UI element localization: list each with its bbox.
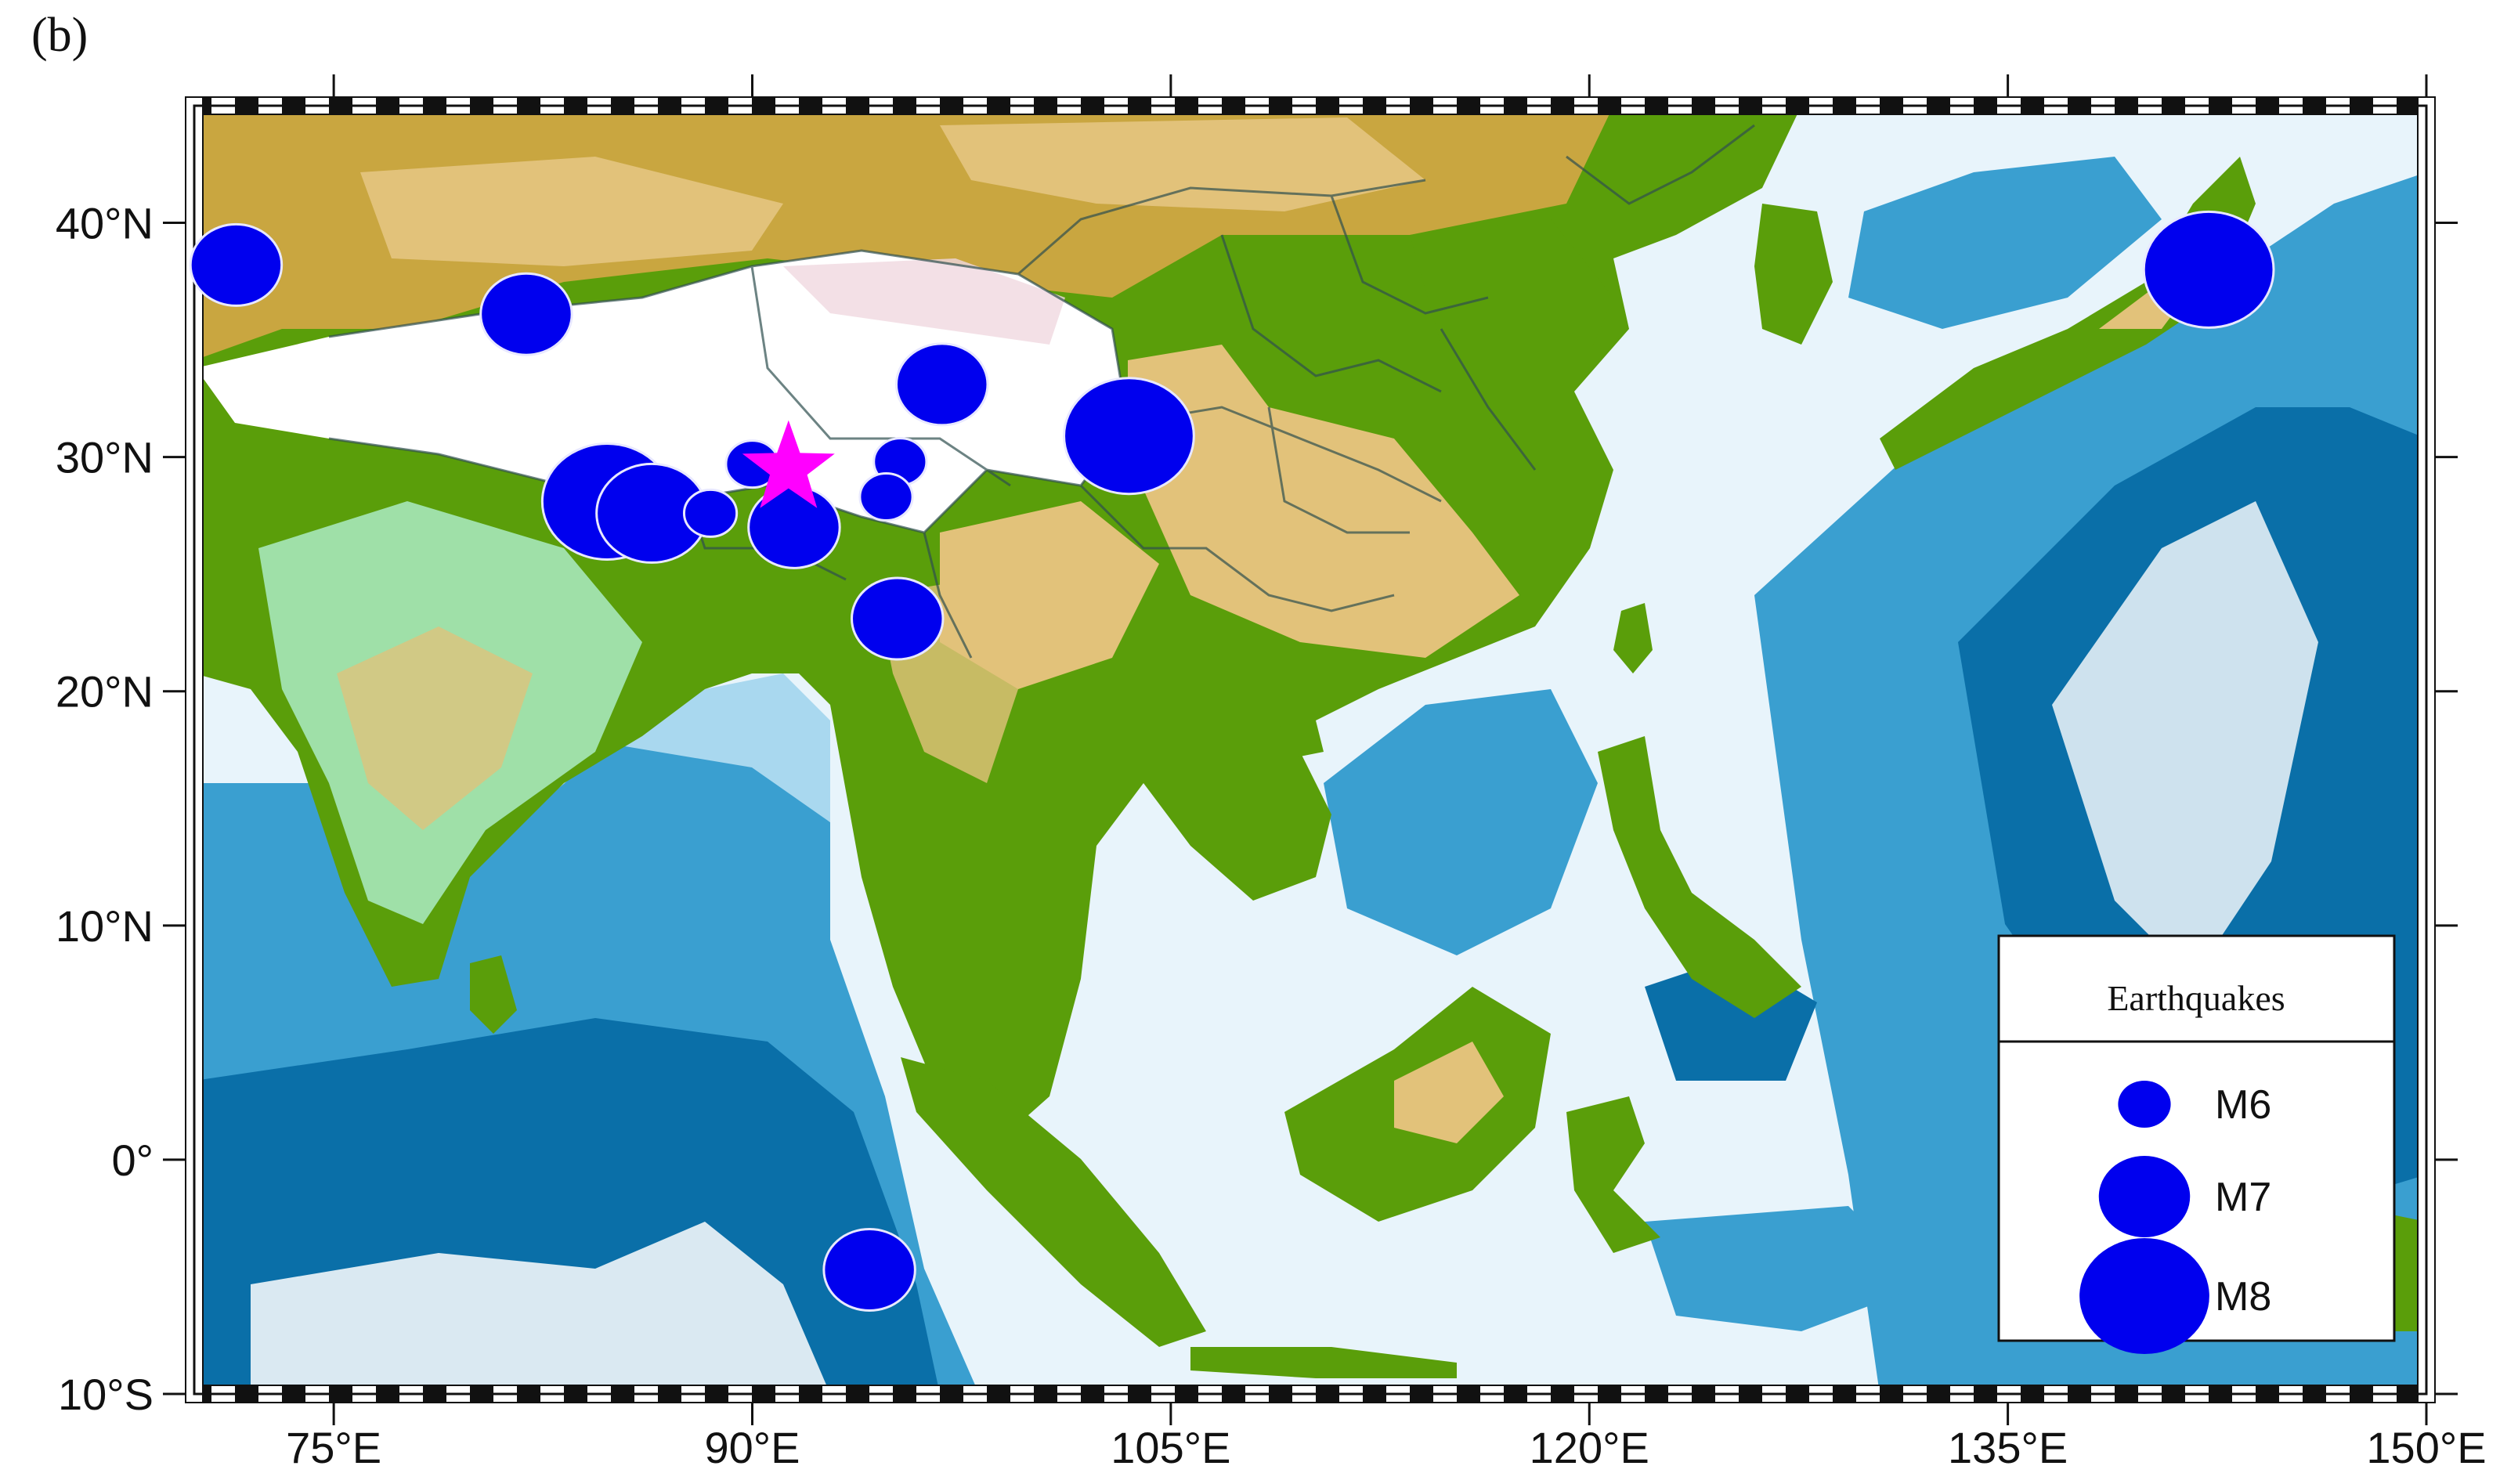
earthquake-marker: [682, 488, 739, 538]
earthquake-markers: [189, 210, 2275, 1312]
map-area: [194, 106, 2426, 1394]
eastern-china-hills: [1128, 407, 1519, 658]
epicenter-star: [742, 420, 835, 508]
legend-label-m8: M8: [2215, 1274, 2271, 1320]
legend-title: Earthquakes: [2107, 978, 2285, 1018]
legend-entries: M6 M7 M8: [2079, 1081, 2271, 1354]
axis-ticks: [163, 74, 2458, 1425]
earthquake-marker: [822, 1227, 916, 1312]
sulawesi: [1566, 1096, 1660, 1253]
y-tick-label: 10°N: [56, 901, 154, 951]
plateau-relief: [783, 258, 1065, 345]
banda-sea: [1645, 1206, 1927, 1331]
taiwan: [1613, 603, 1653, 673]
deccan-hills: [337, 626, 533, 830]
x-tick-label: 150°E: [2366, 1423, 2486, 1472]
earthquake-marker: [747, 485, 841, 569]
earthquake-marker: [1063, 377, 1195, 496]
y-tick-label: 10°S: [58, 1370, 154, 1419]
panel-label: (b): [31, 9, 89, 62]
earthquake-marker: [858, 471, 914, 522]
legend: Earthquakes M6 M7 M8: [1997, 934, 2396, 1354]
x-tick-label: 90°E: [704, 1423, 800, 1472]
x-tick-label: 135°E: [1948, 1423, 2068, 1472]
earthquake-marker: [2142, 210, 2275, 329]
legend-label-m7: M7: [2215, 1175, 2271, 1220]
y-tick-label: 30°N: [56, 433, 154, 482]
south-china-sea-basin: [1324, 689, 1598, 955]
y-tick-label: 0°: [111, 1136, 154, 1185]
legend-marker-m8: [2079, 1238, 2209, 1354]
x-tick-label: 105°E: [1111, 1423, 1230, 1472]
earthquake-marker: [189, 222, 284, 307]
borneo-highlands: [1394, 1042, 1504, 1143]
pacific-trench-white: [2052, 501, 2318, 979]
axis-tick-labels: 75°E 90°E 105°E 120°E 135°E 150°E 40°N 30°N 20°N…: [56, 199, 2487, 1472]
earthquake-marker: [851, 576, 945, 661]
x-tick-label: 120°E: [1530, 1423, 1649, 1472]
sri-lanka: [470, 955, 517, 1034]
hainan: [1269, 720, 1324, 760]
legend-marker-m6: [2118, 1081, 2171, 1128]
tarim-basin: [360, 157, 783, 266]
x-tick-label: 75°E: [286, 1423, 381, 1472]
earthquake-marker: [895, 342, 989, 427]
y-tick-label: 40°N: [56, 199, 154, 248]
earthquake-marker: [479, 272, 573, 356]
epicenter-star-marker: [742, 420, 835, 508]
y-tick-label: 20°N: [56, 667, 154, 717]
legend-label-m6: M6: [2215, 1082, 2271, 1128]
indian-ocean-abyss-white: [251, 1222, 830, 1394]
sumatra: [901, 1057, 1206, 1347]
sea-of-japan: [1848, 157, 2162, 329]
philippines: [1598, 736, 1801, 1018]
korea: [1754, 204, 1833, 345]
north-china-plain: [1410, 219, 1613, 439]
map-frame: [185, 96, 2436, 1403]
japan: [1880, 157, 2256, 470]
bay-of-bengal-slope: [611, 673, 830, 822]
mongolian-plateau: [940, 117, 1425, 211]
java: [1190, 1347, 1457, 1378]
legend-marker-m7: [2098, 1156, 2191, 1237]
